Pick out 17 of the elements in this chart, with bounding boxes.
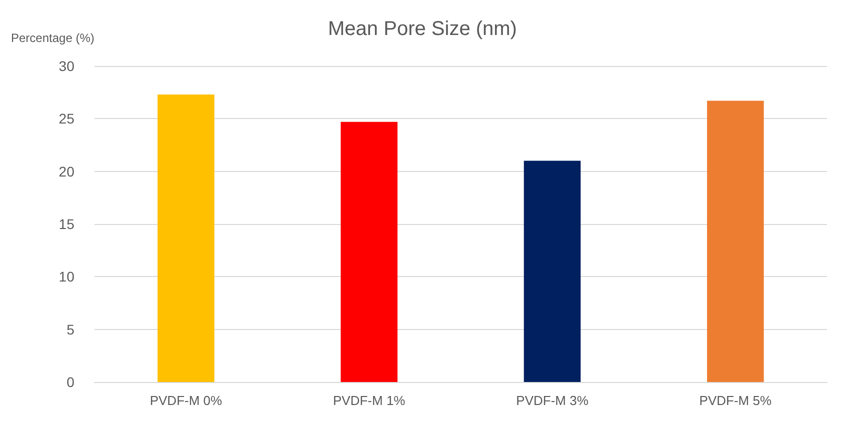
y-tick-label: 30 xyxy=(58,58,75,74)
y-tick-label: 0 xyxy=(66,374,75,390)
y-tick-label: 25 xyxy=(58,110,75,127)
bar xyxy=(158,94,214,382)
x-tick-label: PVDF-M 0% xyxy=(150,393,223,408)
y-tick-label: 10 xyxy=(58,268,75,285)
y-tick-label: 20 xyxy=(58,163,75,180)
x-tick-label: PVDF-M 5% xyxy=(699,393,772,408)
y-tick-label: 15 xyxy=(58,216,75,232)
y-tick-label: 5 xyxy=(66,321,75,338)
y-axis-title: Percentage (%) xyxy=(11,31,94,45)
bar xyxy=(524,160,581,382)
bar xyxy=(340,122,398,382)
bar xyxy=(707,100,764,382)
chart-title: Mean Pore Size (nm) xyxy=(328,18,517,40)
x-tick-label: PVDF-M 3% xyxy=(516,393,589,408)
x-tick-label: PVDF-M 1% xyxy=(332,393,406,408)
